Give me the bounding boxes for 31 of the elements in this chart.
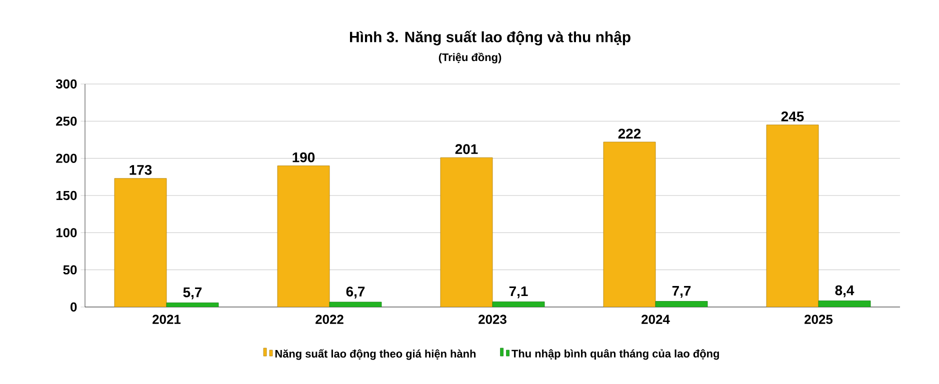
data-label: 7,7 [672, 286, 691, 298]
data-label: 173 [130, 164, 152, 175]
y-tick-label: 0 [70, 302, 77, 312]
y-tick-label: 50 [63, 265, 77, 274]
legend-label: Năng suất lao động theo giá hiện hành [275, 349, 476, 360]
x-tick-label: 2025 [804, 314, 833, 324]
data-label: 7,1 [509, 286, 528, 298]
y-tick-label: 250 [56, 116, 77, 126]
x-tick-label: 2022 [316, 314, 344, 324]
data-label: 222 [618, 128, 641, 138]
data-label: 201 [455, 144, 478, 154]
legend-label: Thu nhập bình quân tháng của lao động [512, 349, 719, 360]
data-label: 190 [292, 152, 315, 162]
bar [603, 142, 656, 307]
chart-subtitle: (Triệu đồng) [438, 52, 502, 64]
bar [766, 124, 819, 307]
x-tick-label: 2021 [152, 314, 181, 324]
y-tick-label: 100 [56, 228, 77, 238]
bar [114, 178, 167, 307]
y-tick-label: 150 [56, 190, 77, 200]
chart-title: Hình 3. Năng suất lao động và thu nhập [350, 30, 630, 46]
x-tick-label: 2023 [478, 314, 506, 324]
bar [277, 166, 330, 307]
y-tick-label: 300 [56, 79, 77, 89]
data-label: 5,7 [183, 287, 202, 300]
data-label: 8,4 [835, 285, 854, 298]
bar [440, 157, 493, 307]
x-tick-label: 2024 [642, 314, 670, 324]
y-tick-label: 200 [56, 154, 77, 163]
data-label: 6,7 [346, 286, 365, 298]
data-label: 245 [781, 111, 804, 122]
